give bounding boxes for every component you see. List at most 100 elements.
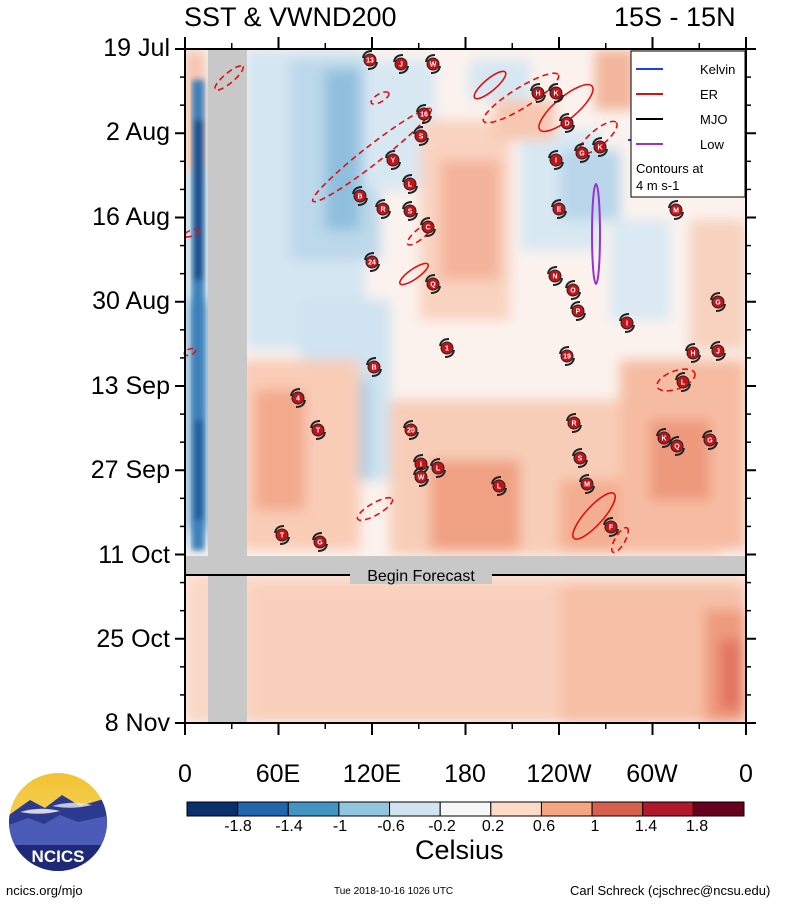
y-tick-label: 16 Aug — [92, 203, 170, 231]
storm-label: W — [430, 62, 437, 69]
storm-marker: S — [402, 201, 418, 221]
colorbar-tick: -1.4 — [275, 818, 303, 835]
storm-marker: L — [491, 476, 507, 496]
y-tick-label: 13 Sep — [90, 372, 170, 400]
colorbar-swatch — [490, 801, 542, 817]
colorbar-tick: 0.6 — [532, 818, 556, 835]
colorbar-units: Celsius — [415, 835, 504, 865]
storm-marker: J — [710, 341, 726, 361]
colorbar-swatch — [692, 801, 745, 817]
storm-label: Q — [430, 282, 436, 289]
storm-label: L — [681, 380, 686, 387]
storm-label: 13 — [366, 58, 374, 65]
storm-label: L — [436, 466, 441, 473]
storm-label: M — [584, 482, 590, 489]
storm-marker: I — [548, 150, 564, 170]
colorbar-swatch — [540, 801, 593, 817]
colorbar-tick: 1 — [590, 818, 600, 835]
storm-label: I — [626, 321, 628, 328]
storm-label: D — [564, 121, 569, 128]
storm-marker: L — [402, 174, 418, 194]
storm-marker: I — [619, 313, 635, 333]
storm-marker: W — [425, 54, 441, 74]
storm-label: O — [570, 288, 576, 295]
storm-marker: M — [579, 474, 595, 494]
storm-marker: K — [548, 83, 564, 103]
storm-label: R — [571, 421, 576, 428]
storm-label: 20 — [407, 428, 415, 435]
footer-author: Carl Schreck (cjschrec@ncsu.edu) — [570, 883, 771, 898]
storm-marker: S — [413, 126, 429, 146]
storm-marker: L — [430, 458, 446, 478]
sst-field — [185, 49, 746, 723]
storm-label: B — [357, 194, 362, 201]
storm-marker: T — [310, 420, 326, 440]
storm-marker: D — [559, 113, 575, 133]
storm-label: 16 — [420, 112, 428, 119]
storm-marker: 1 — [439, 338, 455, 358]
y-tick-label: 11 Oct — [98, 541, 170, 569]
low-contours — [591, 183, 601, 285]
storm-label: T — [316, 428, 321, 435]
storm-label: G — [317, 540, 323, 547]
x-tick-label: 180 — [444, 760, 486, 788]
colorbar-tick: -1 — [332, 818, 348, 835]
storm-label: N — [552, 274, 557, 281]
storm-marker: 24 — [364, 252, 380, 272]
storm-marker: S — [572, 448, 588, 468]
storm-marker: N — [547, 266, 563, 286]
storm-label: I — [420, 462, 422, 469]
storm-marker: J — [393, 54, 409, 74]
colorbar-tick: -0.2 — [428, 818, 456, 835]
storm-marker: G — [710, 292, 726, 312]
storm-label: H — [535, 91, 540, 98]
storm-marker: W — [413, 467, 429, 487]
storm-label: L — [408, 182, 413, 189]
forecast-label-bg — [350, 566, 492, 584]
legend: Kelvin ER MJO Low Contours at 4 m s-1 — [630, 50, 746, 198]
colorbar-swatch — [591, 801, 644, 817]
colorbar-swatch — [642, 801, 694, 817]
colorbar-tick: 1.8 — [685, 818, 709, 835]
storm-markers: 13 J W 16 S Y L B R S C 24 Q B 1 4 T 20 I L W L T G H K D I G K E M N O P 1… — [274, 50, 726, 552]
storm-label: K — [661, 436, 666, 443]
storm-marker: H — [685, 343, 701, 363]
storm-label: 24 — [368, 260, 376, 267]
storm-marker: T — [274, 525, 290, 545]
storm-marker: B — [366, 357, 382, 377]
colorbar-swatch — [237, 801, 289, 817]
storm-label: J — [716, 349, 720, 356]
colorbar-tick: -0.6 — [377, 818, 405, 835]
storm-label: S — [578, 456, 583, 463]
storm-label: C — [425, 225, 430, 232]
y-tick-label: 30 Aug — [92, 287, 170, 315]
storm-marker: H — [530, 83, 546, 103]
storm-label: H — [690, 351, 695, 358]
storm-marker: Q — [425, 274, 441, 294]
storm-marker: E — [551, 199, 567, 219]
storm-label: K — [597, 145, 602, 152]
storm-label: 4 — [296, 396, 300, 403]
legend-label-kelvin: Kelvin — [700, 62, 735, 77]
storm-label: B — [371, 365, 376, 372]
y-tick-label: 25 Oct — [96, 625, 170, 653]
y-tick-label: 2 Aug — [106, 118, 170, 146]
storm-label: I — [555, 158, 557, 165]
y-tick-label: 8 Nov — [104, 709, 170, 737]
colorbar-swatch — [439, 801, 492, 817]
colorbar-swatch — [287, 801, 340, 817]
storm-label: Y — [391, 158, 396, 165]
x-tick-label: 0 — [739, 760, 753, 788]
colorbar-swatch — [389, 801, 441, 817]
storm-label: G — [707, 438, 713, 445]
storm-marker: G — [312, 532, 328, 552]
x-tick-label: 120W — [526, 760, 592, 788]
storm-marker: Y — [385, 150, 401, 170]
storm-label: G — [715, 300, 721, 307]
storm-marker: 20 — [403, 420, 419, 440]
legend-label-er: ER — [700, 87, 718, 102]
storm-label: S — [408, 209, 413, 216]
storm-marker: K — [592, 137, 608, 157]
y-tick-label: 19 Jul — [103, 34, 170, 62]
